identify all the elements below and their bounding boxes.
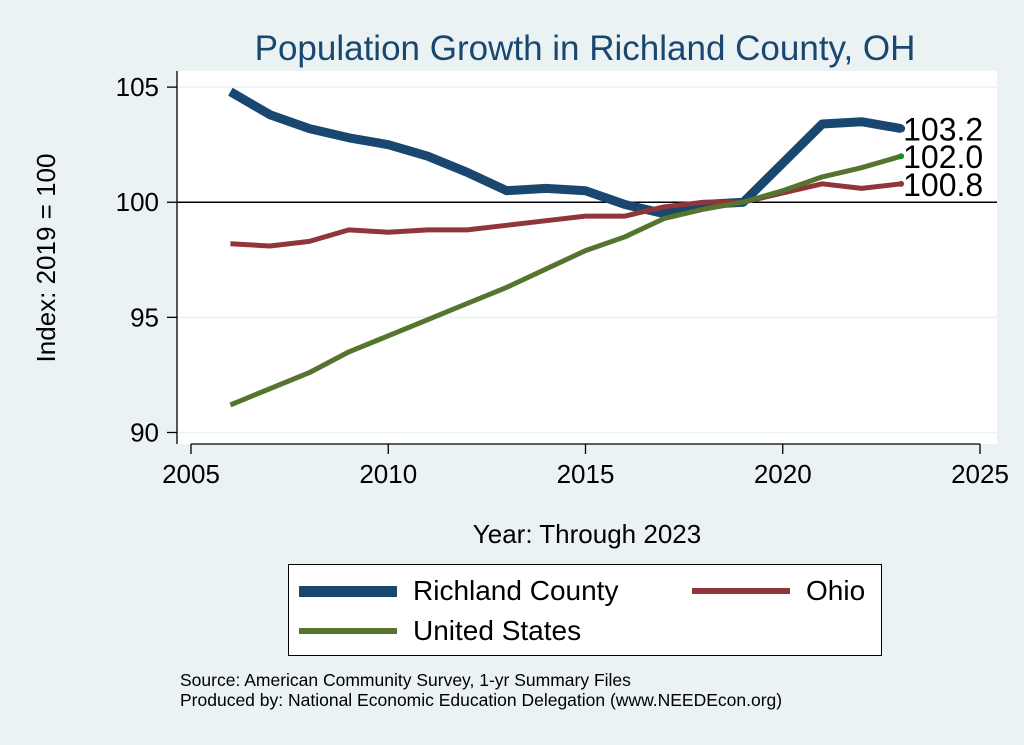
x-axis-title: Year: Through 2023: [473, 519, 701, 549]
x-tick-label: 2020: [754, 459, 812, 489]
end-value-label-united-states: 102.0: [903, 139, 983, 175]
legend-entry-ohio: Ohio: [692, 575, 865, 607]
x-tick-label: 2015: [557, 459, 615, 489]
y-tick-label: 100: [116, 187, 159, 217]
x-tick-label: 2005: [162, 459, 220, 489]
legend-label-united-states: United States: [413, 615, 582, 646]
y-tick-label: 95: [130, 302, 159, 332]
axes-layer: 90 95 100 105 2005 2010 2015 2020 2025: [116, 71, 1009, 489]
y-tick-label: 105: [116, 72, 159, 102]
series-end-point-united-states: [898, 153, 905, 160]
source-notes: Source: American Community Survey, 1-yr …: [180, 670, 782, 710]
end-value-label-richland-county: 103.2: [903, 112, 983, 148]
legend-entry-united-states: United States: [299, 615, 581, 647]
legend-label-richland: Richland County: [413, 575, 619, 606]
producer-note: Produced by: National Economic Education…: [180, 690, 783, 710]
legend-swatch-ohio: [692, 588, 790, 594]
source-note: Source: American Community Survey, 1-yr …: [180, 670, 631, 690]
series-end-point-richland-county: [897, 124, 906, 133]
x-tick-label: 2025: [951, 459, 1009, 489]
series-end-point-ohio: [898, 180, 905, 187]
legend-swatch-richland: [299, 585, 397, 597]
series-line-ohio: [230, 181, 902, 249]
legend-label-ohio: Ohio: [806, 575, 866, 606]
x-tick-label: 2010: [359, 459, 417, 489]
legend: Richland County Ohio United States: [288, 564, 882, 656]
y-axis-title: Index: 2019 = 100: [31, 154, 61, 363]
y-tick-label: 90: [130, 417, 159, 447]
end-value-label-ohio: 100.8: [903, 167, 983, 203]
chart-title: Population Growth in Richland County, OH: [255, 29, 916, 68]
legend-swatch-united-states: [299, 628, 397, 634]
series-layer: [228, 87, 906, 408]
series-line-united-states: [229, 153, 902, 408]
legend-entry-richland: Richland County: [299, 575, 618, 607]
series-line-richland-county: [228, 87, 902, 219]
